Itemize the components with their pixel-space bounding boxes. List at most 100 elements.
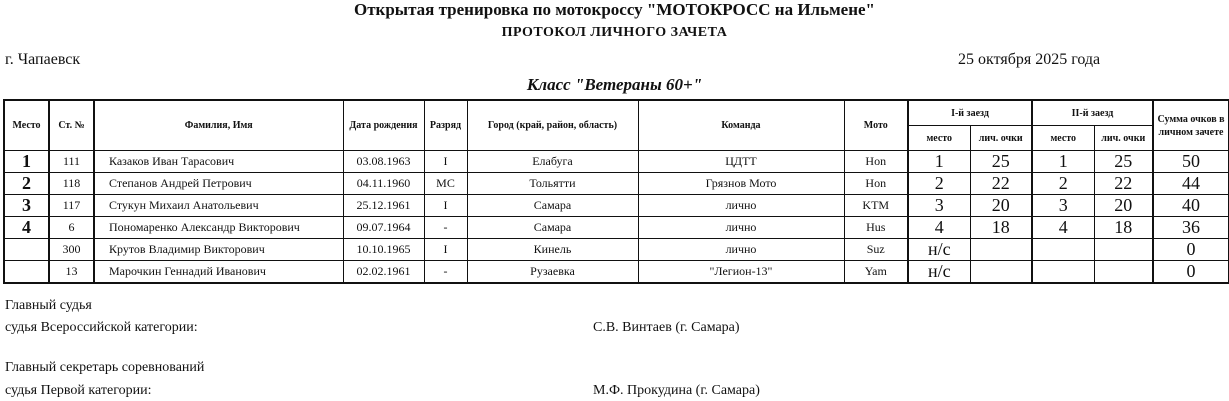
cell-team: "Легион-13" [637,260,845,284]
cell-place: 2 [3,172,50,195]
cell-moto: Yam [843,260,909,284]
cell-number: 118 [48,172,95,195]
table-row: 13 Марочкин Геннадий Иванович 02.02.1961- Р… [3,260,1229,284]
cell-r1pos: 4 [907,216,971,239]
cell-rank: - [423,260,468,284]
cell-r2pts: 20 [1093,194,1154,217]
cell-birth: 25.12.1961 [342,194,425,217]
judge-category: судья Всероссийской категории: [5,320,198,335]
secretary-category: судья Первой категории: [5,383,152,398]
cell-moto: Hon [843,172,909,195]
col-rank: Разряд [423,99,468,151]
cell-city: Самара [466,194,639,217]
class-title: Класс "Ветераны 60+" [526,75,703,94]
cell-total: 44 [1152,172,1229,195]
col-race1: I-й заезд [907,99,1033,126]
cell-team: лично [637,194,845,217]
cell-r2pos: 2 [1031,172,1095,195]
cell-r2pos: 3 [1031,194,1095,217]
cell-rank: - [423,216,468,239]
cell-r1pts: 25 [969,150,1033,173]
cell-r1pos: 3 [907,194,971,217]
cell-team: ЦДТТ [637,150,845,173]
col-name: Фамилия, Имя [93,99,344,151]
cell-city: Рузаевка [466,260,639,284]
cell-moto: Hus [843,216,909,239]
cell-total: 40 [1152,194,1229,217]
cell-place: 3 [3,194,50,217]
cell-total: 0 [1152,238,1229,261]
table-row: 1 111 Казаков Иван Тарасович 03.08.1963 I Ела… [3,150,1229,173]
cell-r2pos: 1 [1031,150,1095,173]
col-race1-pts: лич. очки [969,125,1033,151]
cell-number: 300 [48,238,95,261]
cell-r2pos: 4 [1031,216,1095,239]
cell-birth: 09.07.1964 [342,216,425,239]
cell-total: 36 [1152,216,1229,239]
document-title: Открытая тренировка по мотокроссу "МОТОК… [353,0,875,19]
cell-name: Марочкин Геннадий Иванович [93,260,344,284]
cell-name: Пономаренко Александр Викторович [93,216,344,239]
cell-rank: I [423,194,468,217]
cell-moto: Suz [843,238,909,261]
cell-number: 117 [48,194,95,217]
judge-name: С.В. Винтаев (г. Самара) [593,320,740,335]
cell-r1pos: 1 [907,150,971,173]
col-place: Место [3,99,50,151]
cell-rank: МС [423,172,468,195]
col-team: Команда [637,99,845,151]
col-birth: Дата рождения [342,99,425,151]
cell-r2pts: 25 [1093,150,1154,173]
date: 25 октября 2025 года [958,51,1101,68]
cell-number: 13 [48,260,95,284]
col-race2: II-й заезд [1030,99,1154,126]
col-race1-pos: место [907,125,971,151]
cell-r1pts: 20 [969,194,1033,217]
col-number: Ст. № [48,99,95,151]
table-row: 2 118 Степанов Андрей Петрович 04.11.1960 МС… [3,172,1229,195]
cell-r2pts [1093,238,1154,261]
cell-number: 111 [48,150,95,173]
cell-city: Елабуга [466,150,639,173]
cell-r1pts: 18 [969,216,1033,239]
cell-total: 0 [1152,260,1229,284]
secretary-title: Главный секретарь соревнований [5,360,205,375]
cell-city: Кинель [466,238,639,261]
cell-birth: 10.10.1965 [342,238,425,261]
cell-team: лично [637,238,845,261]
cell-total: 50 [1152,150,1229,173]
cell-place [3,260,50,284]
cell-r2pts: 22 [1093,172,1154,195]
cell-name: Степанов Андрей Петрович [93,172,344,195]
cell-name: Стукун Михаил Анатольевич [93,194,344,217]
cell-moto: KTM [843,194,909,217]
secretary-name: М.Ф. Прокудина (г. Самара) [593,383,760,398]
cell-r2pos [1031,238,1095,261]
cell-rank: I [423,238,468,261]
cell-birth: 04.11.1960 [342,172,425,195]
cell-place [3,238,50,261]
col-total: Сумма очков в личном зачете [1152,99,1229,151]
table-row: 4 6 Пономаренко Александр Викторович 09.07.… [3,216,1229,239]
city: г. Чапаевск [5,51,81,68]
cell-moto: Hon [843,150,909,173]
cell-name: Крутов Владимир Викторович [93,238,344,261]
cell-team: Грязнов Мото [637,172,845,195]
cell-team: лично [637,216,845,239]
col-race2-pts: лич. очки [1093,125,1154,151]
cell-r1pos: н/с [907,260,971,284]
cell-city: Тольятти [466,172,639,195]
table-row: 3 117 Стукун Михаил Анатольевич 25.12.1961 I… [3,194,1229,217]
cell-place: 4 [3,216,50,239]
results-table: Место Ст. № Фамилия, Имя Дата рождения Р… [3,99,1229,284]
cell-birth: 03.08.1963 [342,150,425,173]
table-row: 300 Крутов Владимир Викторович 10.10.1965 I… [3,238,1229,261]
cell-r2pts: 18 [1093,216,1154,239]
cell-r2pos [1031,260,1095,284]
cell-name: Казаков Иван Тарасович [93,150,344,173]
cell-r1pos: 2 [907,172,971,195]
cell-r1pts: 22 [969,172,1033,195]
cell-rank: I [423,150,468,173]
cell-r1pts [969,260,1033,284]
document-subtitle: ПРОТОКОЛ ЛИЧНОГО ЗАЧЕТА [501,25,728,40]
